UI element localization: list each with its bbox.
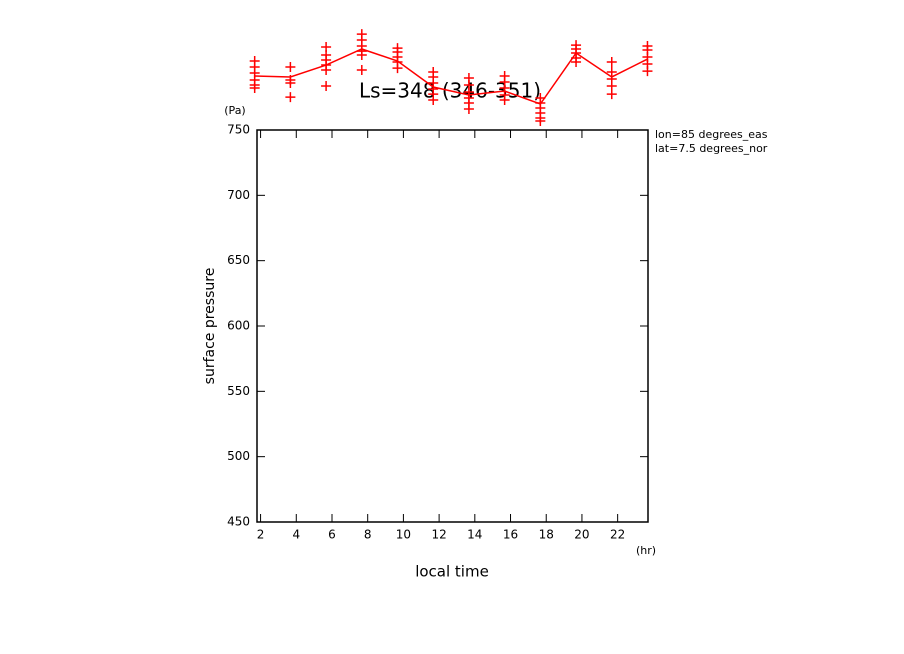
x-tick-label: 14 [467, 528, 482, 542]
cross-marker [356, 49, 367, 60]
cross-marker [249, 83, 260, 94]
cross-marker [285, 62, 296, 73]
annotation: lat=7.5 degrees_nor [655, 142, 768, 155]
cross-marker [642, 66, 653, 77]
cross-marker [321, 80, 332, 91]
x-tick-label: 20 [574, 528, 589, 542]
y-tick-label: 550 [227, 384, 250, 398]
cross-marker [392, 63, 403, 74]
x-tick-label: 22 [610, 528, 625, 542]
cross-marker [463, 103, 474, 114]
y-tick-label: 450 [227, 515, 250, 529]
cross-marker [571, 57, 582, 68]
x-tick-label: 8 [364, 528, 372, 542]
x-tick-label: 16 [503, 528, 518, 542]
x-tick-label: 6 [328, 528, 336, 542]
x-tick-label: 4 [292, 528, 300, 542]
y-tick-label: 600 [227, 319, 250, 333]
cross-marker [535, 115, 546, 126]
cross-marker [499, 94, 510, 105]
y-axis-label: surface pressure [202, 268, 218, 385]
cross-marker [285, 92, 296, 103]
data-line [254, 48, 648, 105]
cross-marker [606, 89, 617, 100]
x-tick-label: 2 [257, 528, 265, 542]
x-tick-label: 18 [539, 528, 554, 542]
x-unit: (hr) [636, 544, 656, 557]
x-tick-label: 10 [396, 528, 411, 542]
y-tick-label: 500 [227, 449, 250, 463]
annotation: lon=85 degrees_eas [655, 128, 768, 141]
cross-marker [428, 94, 439, 105]
x-axis-label: local time [415, 563, 489, 581]
cross-marker [321, 65, 332, 76]
cross-marker [285, 77, 296, 88]
x-tick-label: 12 [431, 528, 446, 542]
cross-marker [606, 57, 617, 68]
y-tick-label: 700 [227, 188, 250, 202]
y-tick-label: 750 [227, 123, 250, 137]
plot-frame [256, 129, 649, 523]
y-unit: (Pa) [224, 104, 245, 117]
y-tick-label: 650 [227, 253, 250, 267]
cross-marker [356, 65, 367, 76]
